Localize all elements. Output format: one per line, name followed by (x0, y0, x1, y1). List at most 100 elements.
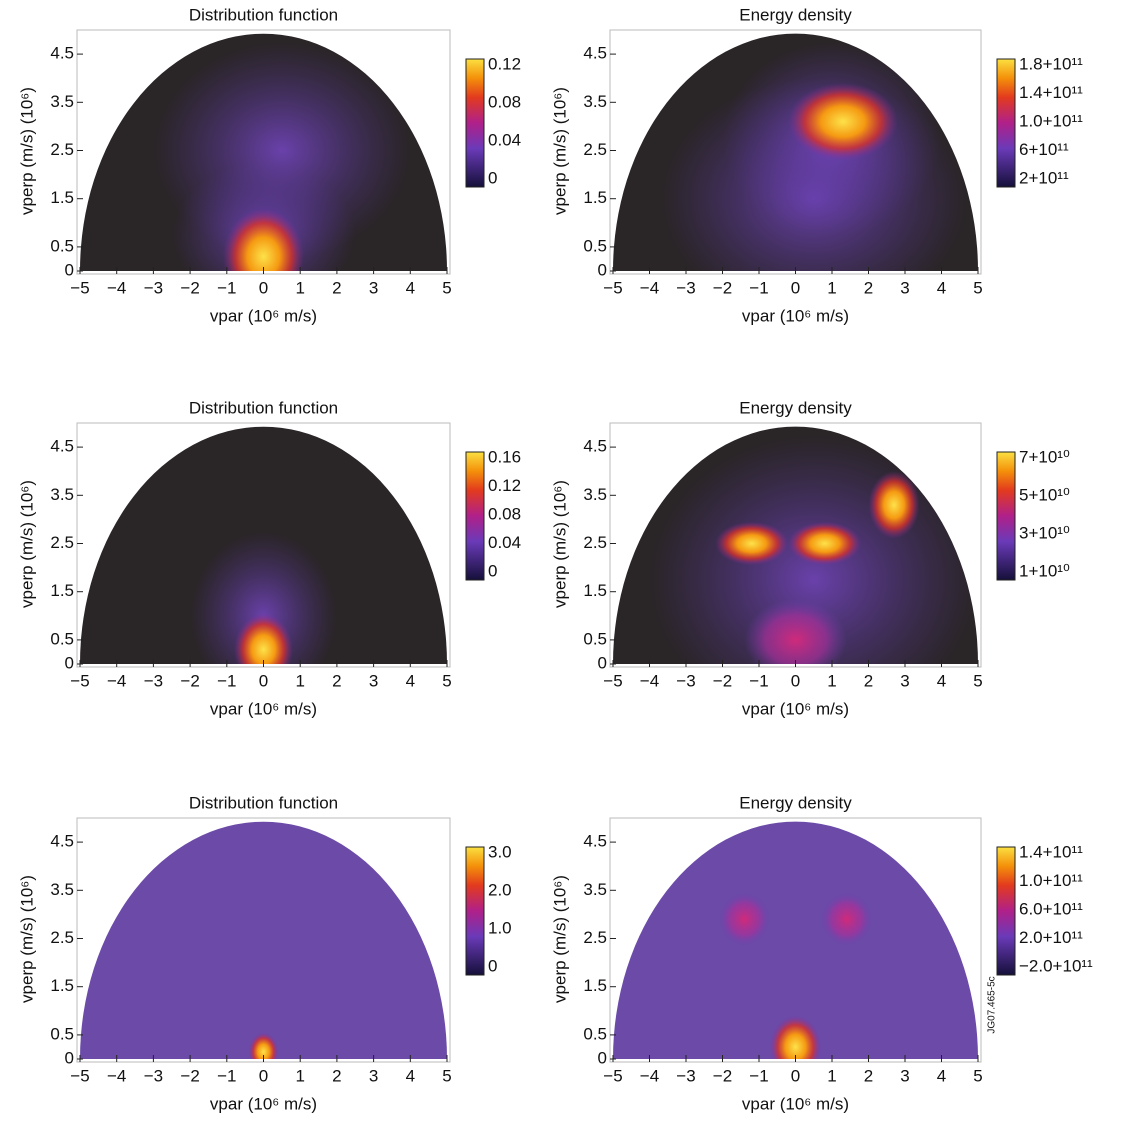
colorbar-label: 3.0 (488, 842, 512, 861)
x-tick-label: 5 (442, 1066, 451, 1085)
colorbar-label: 0.16 (488, 447, 521, 466)
x-tick-label: 4 (406, 278, 415, 297)
colorbar-label: 0.04 (488, 130, 521, 149)
x-tick-label: −1 (217, 671, 236, 690)
x-tick-label: −3 (144, 1066, 163, 1085)
panel: Distribution function −5 −4 −3 −2 −1 0 1 2 3 4 5 0 0.… (17, 793, 511, 1113)
heat-patch (248, 1032, 279, 1059)
x-tick-label: −5 (603, 1066, 622, 1085)
x-tick-label: 2 (864, 1066, 873, 1085)
y-tick-label: 0.5 (583, 236, 607, 255)
x-tick-label: −4 (640, 278, 659, 297)
colorbar-label: 6+10¹¹ (1019, 140, 1069, 159)
panel: Energy density −5 −4 −3 −2 −1 0 1 2 3 4 5 0 0.5 1.5 2.5… (550, 398, 1070, 718)
x-tick-label: 5 (973, 671, 982, 690)
y-tick-label: 3.5 (583, 880, 607, 899)
x-tick-label: −2 (713, 671, 732, 690)
colorbar-label: 0.08 (488, 92, 521, 111)
y-tick-label: 0.5 (583, 1024, 607, 1043)
panel: Distribution function −5 −4 −3 −2 −1 0 1 2 3 4 5 0 0.… (17, 5, 521, 325)
colorbar-label: 1.0 (488, 918, 512, 937)
chart-title: Distribution function (189, 398, 338, 417)
x-tick-label: 4 (406, 1066, 415, 1085)
figure-id: JG07.465-5c (987, 976, 998, 1033)
heatmap-field (248, 1032, 279, 1059)
heat-patch (715, 521, 789, 566)
y-axis-label: vperp (m/s) (10⁶) (550, 480, 569, 608)
x-tick-label: 0 (259, 278, 268, 297)
y-axis-label: vperp (m/s) (10⁶) (550, 875, 569, 1003)
y-tick-label: 1.5 (50, 581, 74, 600)
x-tick-label: 3 (369, 278, 378, 297)
heat-patch (223, 208, 304, 271)
x-tick-label: 3 (900, 1066, 909, 1085)
y-axis-label: vperp (m/s) (10⁶) (550, 87, 569, 215)
y-tick-label: 2.5 (50, 928, 74, 947)
x-tick-label: 1 (827, 278, 836, 297)
x-tick-label: 4 (937, 671, 946, 690)
x-tick-label: 2 (864, 278, 873, 297)
x-tick-label: 0 (259, 671, 268, 690)
y-tick-label: 2.5 (583, 928, 607, 947)
x-tick-label: 3 (900, 278, 909, 297)
heat-patch (234, 613, 293, 664)
y-tick-label: 4.5 (50, 44, 74, 63)
x-tick-label: 1 (827, 1066, 836, 1085)
x-tick-label: −2 (713, 1066, 732, 1085)
y-tick-label: 1.5 (583, 976, 607, 995)
heatmap-domain (80, 821, 447, 1059)
y-tick-label: 4.5 (50, 437, 74, 456)
y-tick-label: 0 (598, 260, 607, 279)
x-tick-label: −5 (603, 278, 622, 297)
y-axis-label: vperp (m/s) (10⁶) (17, 480, 36, 608)
x-tick-label: −5 (70, 1066, 89, 1085)
x-tick-label: 3 (369, 1066, 378, 1085)
colorbar-label: 0.08 (488, 504, 521, 523)
colorbar (465, 451, 485, 581)
heatmap-field (660, 42, 968, 271)
x-tick-label: −4 (107, 1066, 126, 1085)
heatmap-field (153, 42, 411, 271)
colorbar-label: 0.12 (488, 476, 521, 495)
colorbar-label: 5+10¹⁰ (1019, 485, 1070, 504)
y-tick-label: 4.5 (583, 832, 607, 851)
y-axis-label: vperp (m/s) (10⁶) (17, 875, 36, 1003)
y-tick-label: 2.5 (583, 140, 607, 159)
colorbar-label: 6.0+10¹¹ (1019, 899, 1083, 918)
colorbar (465, 58, 485, 188)
colorbar (465, 846, 485, 976)
x-tick-label: 0 (259, 1066, 268, 1085)
x-tick-label: −1 (749, 671, 768, 690)
heatmap-domain (613, 821, 978, 1059)
x-tick-label: 4 (406, 671, 415, 690)
y-axis-label: vperp (m/s) (10⁶) (17, 87, 36, 215)
y-tick-label: 1.5 (50, 188, 74, 207)
chart-title: Energy density (739, 5, 852, 24)
chart-title: Energy density (739, 398, 852, 417)
colorbar (996, 451, 1016, 581)
colorbar-label: 2+10¹¹ (1019, 168, 1069, 187)
y-tick-label: 0.5 (50, 1024, 74, 1043)
heat-patch (788, 521, 862, 566)
x-axis-label: vpar (10⁶ m/s) (210, 306, 317, 325)
y-tick-label: 0 (65, 260, 74, 279)
heat-patch (868, 471, 920, 539)
y-tick-label: 0 (65, 653, 74, 672)
x-tick-label: −1 (749, 278, 768, 297)
colorbar-label: 0 (488, 561, 497, 580)
colorbar-label: 1.4+10¹¹ (1019, 83, 1083, 102)
y-tick-label: 1.5 (583, 581, 607, 600)
x-tick-label: 5 (973, 1066, 982, 1085)
heatmap-field (718, 892, 873, 1059)
x-tick-label: −5 (70, 671, 89, 690)
heat-patch (744, 598, 847, 664)
x-tick-label: −3 (144, 278, 163, 297)
panel: Distribution function −5 −4 −3 −2 −1 0 1 2 3 4 5 0 0.… (17, 398, 521, 718)
heatmap-field (190, 531, 337, 664)
colorbar-label: 3+10¹⁰ (1019, 523, 1070, 542)
y-tick-label: 0.5 (50, 236, 74, 255)
x-tick-label: 2 (332, 1066, 341, 1085)
y-tick-label: 0 (598, 653, 607, 672)
x-tick-label: 5 (973, 278, 982, 297)
heat-patch (821, 892, 873, 946)
